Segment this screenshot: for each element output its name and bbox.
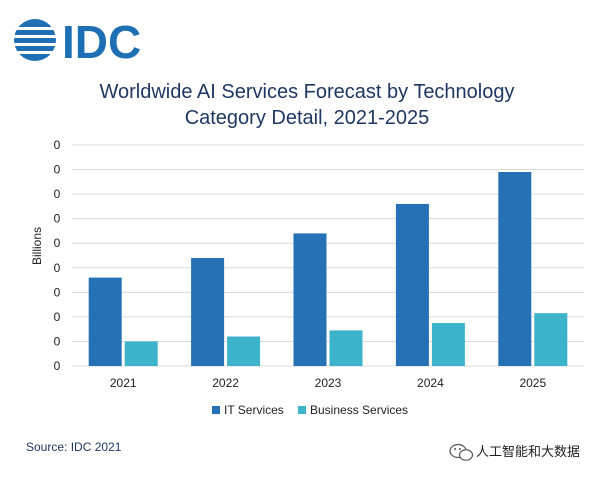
legend-label-it-services: IT Services — [224, 403, 284, 417]
legend-swatch-business-services — [298, 406, 306, 414]
y-tick-label: 0 — [54, 212, 61, 226]
x-tick-label: 2023 — [315, 376, 342, 390]
y-tick-label: 0 — [54, 310, 61, 324]
x-tick-label: 2022 — [212, 376, 239, 390]
y-tick-label: 0 — [54, 285, 61, 299]
bar-it-services-2021 — [88, 277, 122, 366]
bar-business-services-2024 — [431, 323, 465, 366]
y-tick-label: 0 — [54, 334, 61, 348]
bar-business-services-2025 — [534, 313, 568, 366]
bar-it-services-2025 — [498, 172, 532, 366]
legend-label-business-services: Business Services — [310, 403, 408, 417]
bar-business-services-2022 — [227, 336, 261, 366]
chart-title-line-1: Worldwide AI Services Forecast by Techno… — [99, 81, 514, 103]
x-tick-label: 2025 — [519, 376, 546, 390]
y-tick-label: 0 — [54, 359, 61, 373]
logo-text: IDC — [62, 16, 141, 68]
source-note: Source: IDC 2021 — [26, 440, 122, 454]
bar-business-services-2023 — [329, 330, 363, 366]
bar-it-services-2023 — [293, 233, 327, 366]
x-tick-label: 2024 — [417, 376, 444, 390]
x-tick-label: 2021 — [110, 376, 137, 390]
y-tick-label: 0 — [54, 261, 61, 275]
globe-icon — [12, 19, 58, 61]
x-tick-labels: 2021 2022 2023 2024 2025 — [110, 376, 547, 390]
bar-it-services-2024 — [395, 203, 429, 366]
y-tick-label: 0 — [54, 187, 61, 201]
idc-logo: IDC — [12, 16, 141, 68]
legend-swatch-it-services — [212, 406, 220, 414]
y-tick-labels: 0 0 0 0 0 0 0 0 0 0 — [54, 138, 61, 373]
y-tick-label: 0 — [54, 163, 61, 177]
bars — [88, 172, 568, 366]
y-tick-label: 0 — [54, 236, 61, 250]
y-axis-title: Billions — [30, 227, 44, 265]
bar-it-services-2022 — [191, 257, 225, 366]
watermark-text: 人工智能和大数据 — [476, 445, 580, 460]
wechat-icon — [449, 443, 474, 461]
chart-title-line-2: Category Detail, 2021-2025 — [185, 107, 430, 129]
watermark: 人工智能和大数据 — [449, 443, 580, 461]
bar-business-services-2021 — [124, 341, 158, 366]
legend: IT Services Business Services — [212, 403, 408, 417]
y-tick-label: 0 — [54, 138, 61, 152]
